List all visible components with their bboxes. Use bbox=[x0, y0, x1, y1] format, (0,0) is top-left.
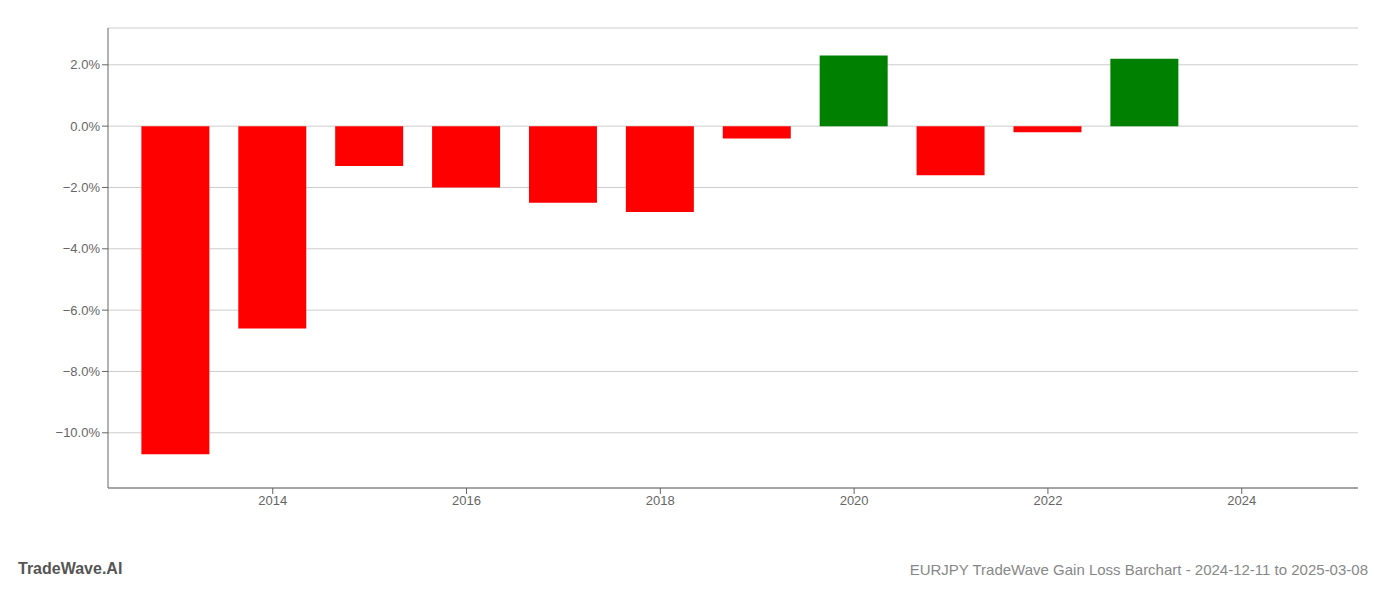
svg-text:2020: 2020 bbox=[840, 493, 869, 508]
svg-text:2016: 2016 bbox=[452, 493, 481, 508]
html-text:TradeWave.AI: TradeWave.AI bbox=[18, 560, 123, 577]
svg-text:−6.0%: −6.0% bbox=[63, 303, 101, 318]
svg-text:−4.0%: −4.0% bbox=[63, 241, 101, 256]
svg-text:2022: 2022 bbox=[1033, 493, 1062, 508]
svg-text:2014: 2014 bbox=[258, 493, 287, 508]
svg-text:2018: 2018 bbox=[646, 493, 675, 508]
svg-text:2024: 2024 bbox=[1227, 493, 1256, 508]
svg-text:−10.0%: −10.0% bbox=[56, 425, 101, 440]
svg-text:−2.0%: −2.0% bbox=[63, 180, 101, 195]
svg-text:2.0%: 2.0% bbox=[70, 57, 100, 72]
svg-text:0.0%: 0.0% bbox=[70, 119, 100, 134]
html-text:EURJPY TradeWave Gain Loss Bar: EURJPY TradeWave Gain Loss Barchart - 20… bbox=[909, 561, 1368, 578]
svg-text:−8.0%: −8.0% bbox=[63, 364, 101, 379]
